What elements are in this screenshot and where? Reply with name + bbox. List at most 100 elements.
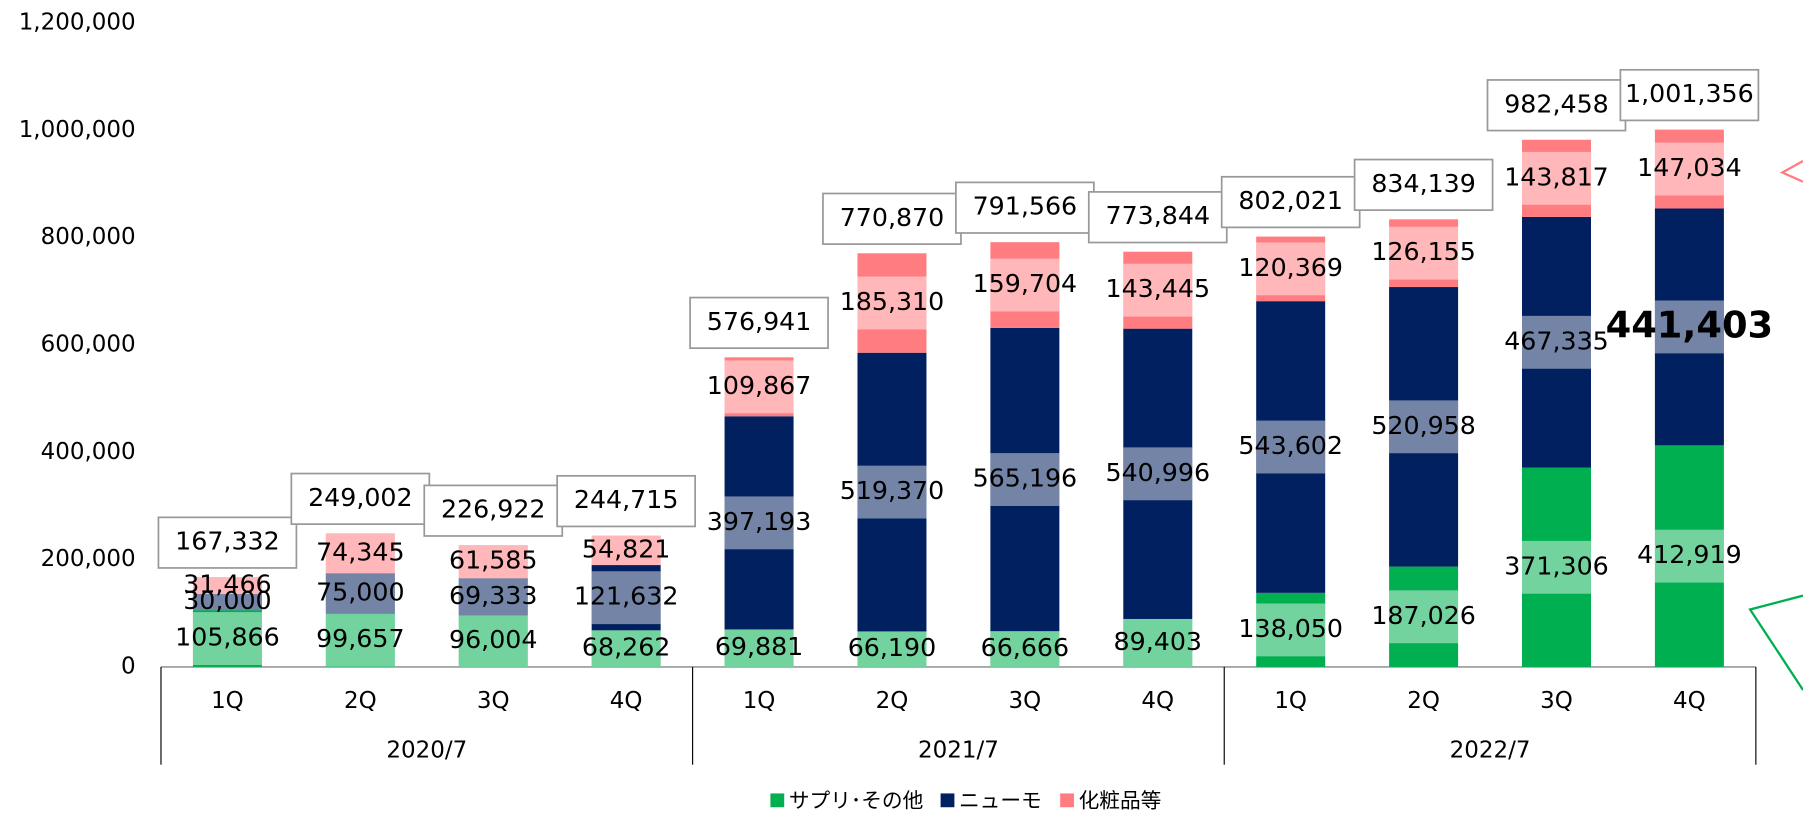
x-tick-label: 2Q xyxy=(344,688,377,714)
legend-label: ニューモ xyxy=(959,788,1042,812)
label-band xyxy=(1389,590,1459,644)
total-box xyxy=(1220,175,1361,229)
bar-segment xyxy=(1521,467,1591,667)
total-label: 167,332 xyxy=(175,527,280,556)
data-label: 75,000 xyxy=(316,577,404,606)
data-label: 412,919 xyxy=(1637,540,1742,569)
x-tick-label: 3Q xyxy=(1540,688,1573,714)
label-band xyxy=(325,573,395,614)
total-label: 249,002 xyxy=(308,483,413,512)
bar-segment xyxy=(1123,251,1193,329)
y-tick-label: 600,000 xyxy=(41,331,136,357)
bar-segment xyxy=(857,352,927,632)
data-label: 138,050 xyxy=(1238,614,1343,643)
bar-segment xyxy=(1521,216,1591,468)
label-band xyxy=(458,615,528,667)
data-label: 441,403 xyxy=(1606,303,1774,346)
x-tick-label: 4Q xyxy=(1141,688,1174,714)
y-tick-label: 1,000,000 xyxy=(19,117,136,143)
label-band xyxy=(857,276,927,330)
group-label: 2022/7 xyxy=(1450,737,1531,763)
bar-segment xyxy=(1256,236,1326,302)
legend-swatch xyxy=(1060,793,1074,808)
label-band xyxy=(857,631,927,667)
total-label: 244,715 xyxy=(574,485,679,514)
bar-segment xyxy=(724,629,794,667)
label-band xyxy=(1654,142,1724,196)
total-box xyxy=(822,192,962,245)
bar-segment xyxy=(192,594,262,611)
legend-label: 化粧品等 xyxy=(1079,788,1162,812)
label-band xyxy=(591,630,661,667)
label-band xyxy=(192,577,262,595)
label-band xyxy=(1521,151,1591,205)
total-box xyxy=(689,296,829,350)
label-band xyxy=(724,360,794,414)
data-label: 565,196 xyxy=(973,464,1078,493)
data-label: 147,034 xyxy=(1637,153,1742,182)
bar-segment xyxy=(990,242,1060,328)
label-band xyxy=(990,258,1060,312)
bar-segment xyxy=(591,565,661,631)
bar-segment xyxy=(857,631,927,667)
y-tick-label: 400,000 xyxy=(41,439,136,465)
label-band xyxy=(990,631,1060,667)
y-tick-label: 800,000 xyxy=(41,224,136,250)
label-band xyxy=(1521,540,1591,594)
total-label: 770,870 xyxy=(840,203,945,232)
total-box xyxy=(1087,191,1228,244)
data-label: 187,026 xyxy=(1371,601,1476,630)
label-band xyxy=(1654,300,1724,354)
bar-segment xyxy=(1256,301,1326,593)
data-label: 143,445 xyxy=(1106,274,1211,303)
bar-segment xyxy=(1389,219,1459,288)
legend-swatch xyxy=(770,793,785,808)
x-tick-label: 1Q xyxy=(211,688,244,714)
label-band xyxy=(1123,618,1193,667)
legend-swatch xyxy=(940,793,955,808)
data-label: 185,310 xyxy=(840,287,945,316)
y-tick-label: 0 xyxy=(121,653,136,679)
label-band xyxy=(857,465,927,519)
total-box xyxy=(1619,68,1760,122)
x-tick-label: 4Q xyxy=(1673,688,1706,714)
x-tick-label: 1Q xyxy=(743,688,776,714)
label-band xyxy=(1123,263,1193,317)
label-band xyxy=(1389,400,1459,454)
bar-segment xyxy=(325,533,395,574)
callout-arrow xyxy=(1748,594,1803,691)
bar-segment xyxy=(1123,328,1193,619)
bar-segment xyxy=(458,545,528,579)
total-box xyxy=(1353,158,1494,212)
data-label: 143,817 xyxy=(1504,162,1609,191)
data-label: 397,193 xyxy=(707,507,812,536)
data-label: 371,306 xyxy=(1504,551,1609,580)
total-label: 226,922 xyxy=(441,495,546,524)
bar-segment xyxy=(1389,287,1459,567)
data-label: 66,666 xyxy=(981,633,1069,662)
bar-segment xyxy=(724,357,794,417)
y-tick-label: 200,000 xyxy=(41,546,136,572)
x-tick-label: 3Q xyxy=(477,688,510,714)
bar-segment xyxy=(1521,139,1591,217)
data-label: 519,370 xyxy=(840,476,945,505)
data-label: 69,333 xyxy=(449,581,537,610)
data-label: 109,867 xyxy=(707,371,812,400)
label-band xyxy=(458,545,528,579)
total-label: 791,566 xyxy=(973,192,1078,221)
bar-segment xyxy=(1256,592,1326,667)
x-tick-label: 1Q xyxy=(1274,688,1307,714)
bar-segment xyxy=(325,613,395,667)
x-tick-label: 2Q xyxy=(876,688,909,714)
x-tick-label: 3Q xyxy=(1009,688,1042,714)
label-band xyxy=(325,533,395,574)
total-label: 802,021 xyxy=(1238,186,1343,215)
data-label: 89,403 xyxy=(1114,627,1202,656)
total-label: 773,844 xyxy=(1106,201,1211,230)
data-label: 121,632 xyxy=(574,582,679,611)
bar-segment xyxy=(325,573,395,614)
data-label: 520,958 xyxy=(1371,411,1476,440)
bar-segment xyxy=(724,416,794,630)
